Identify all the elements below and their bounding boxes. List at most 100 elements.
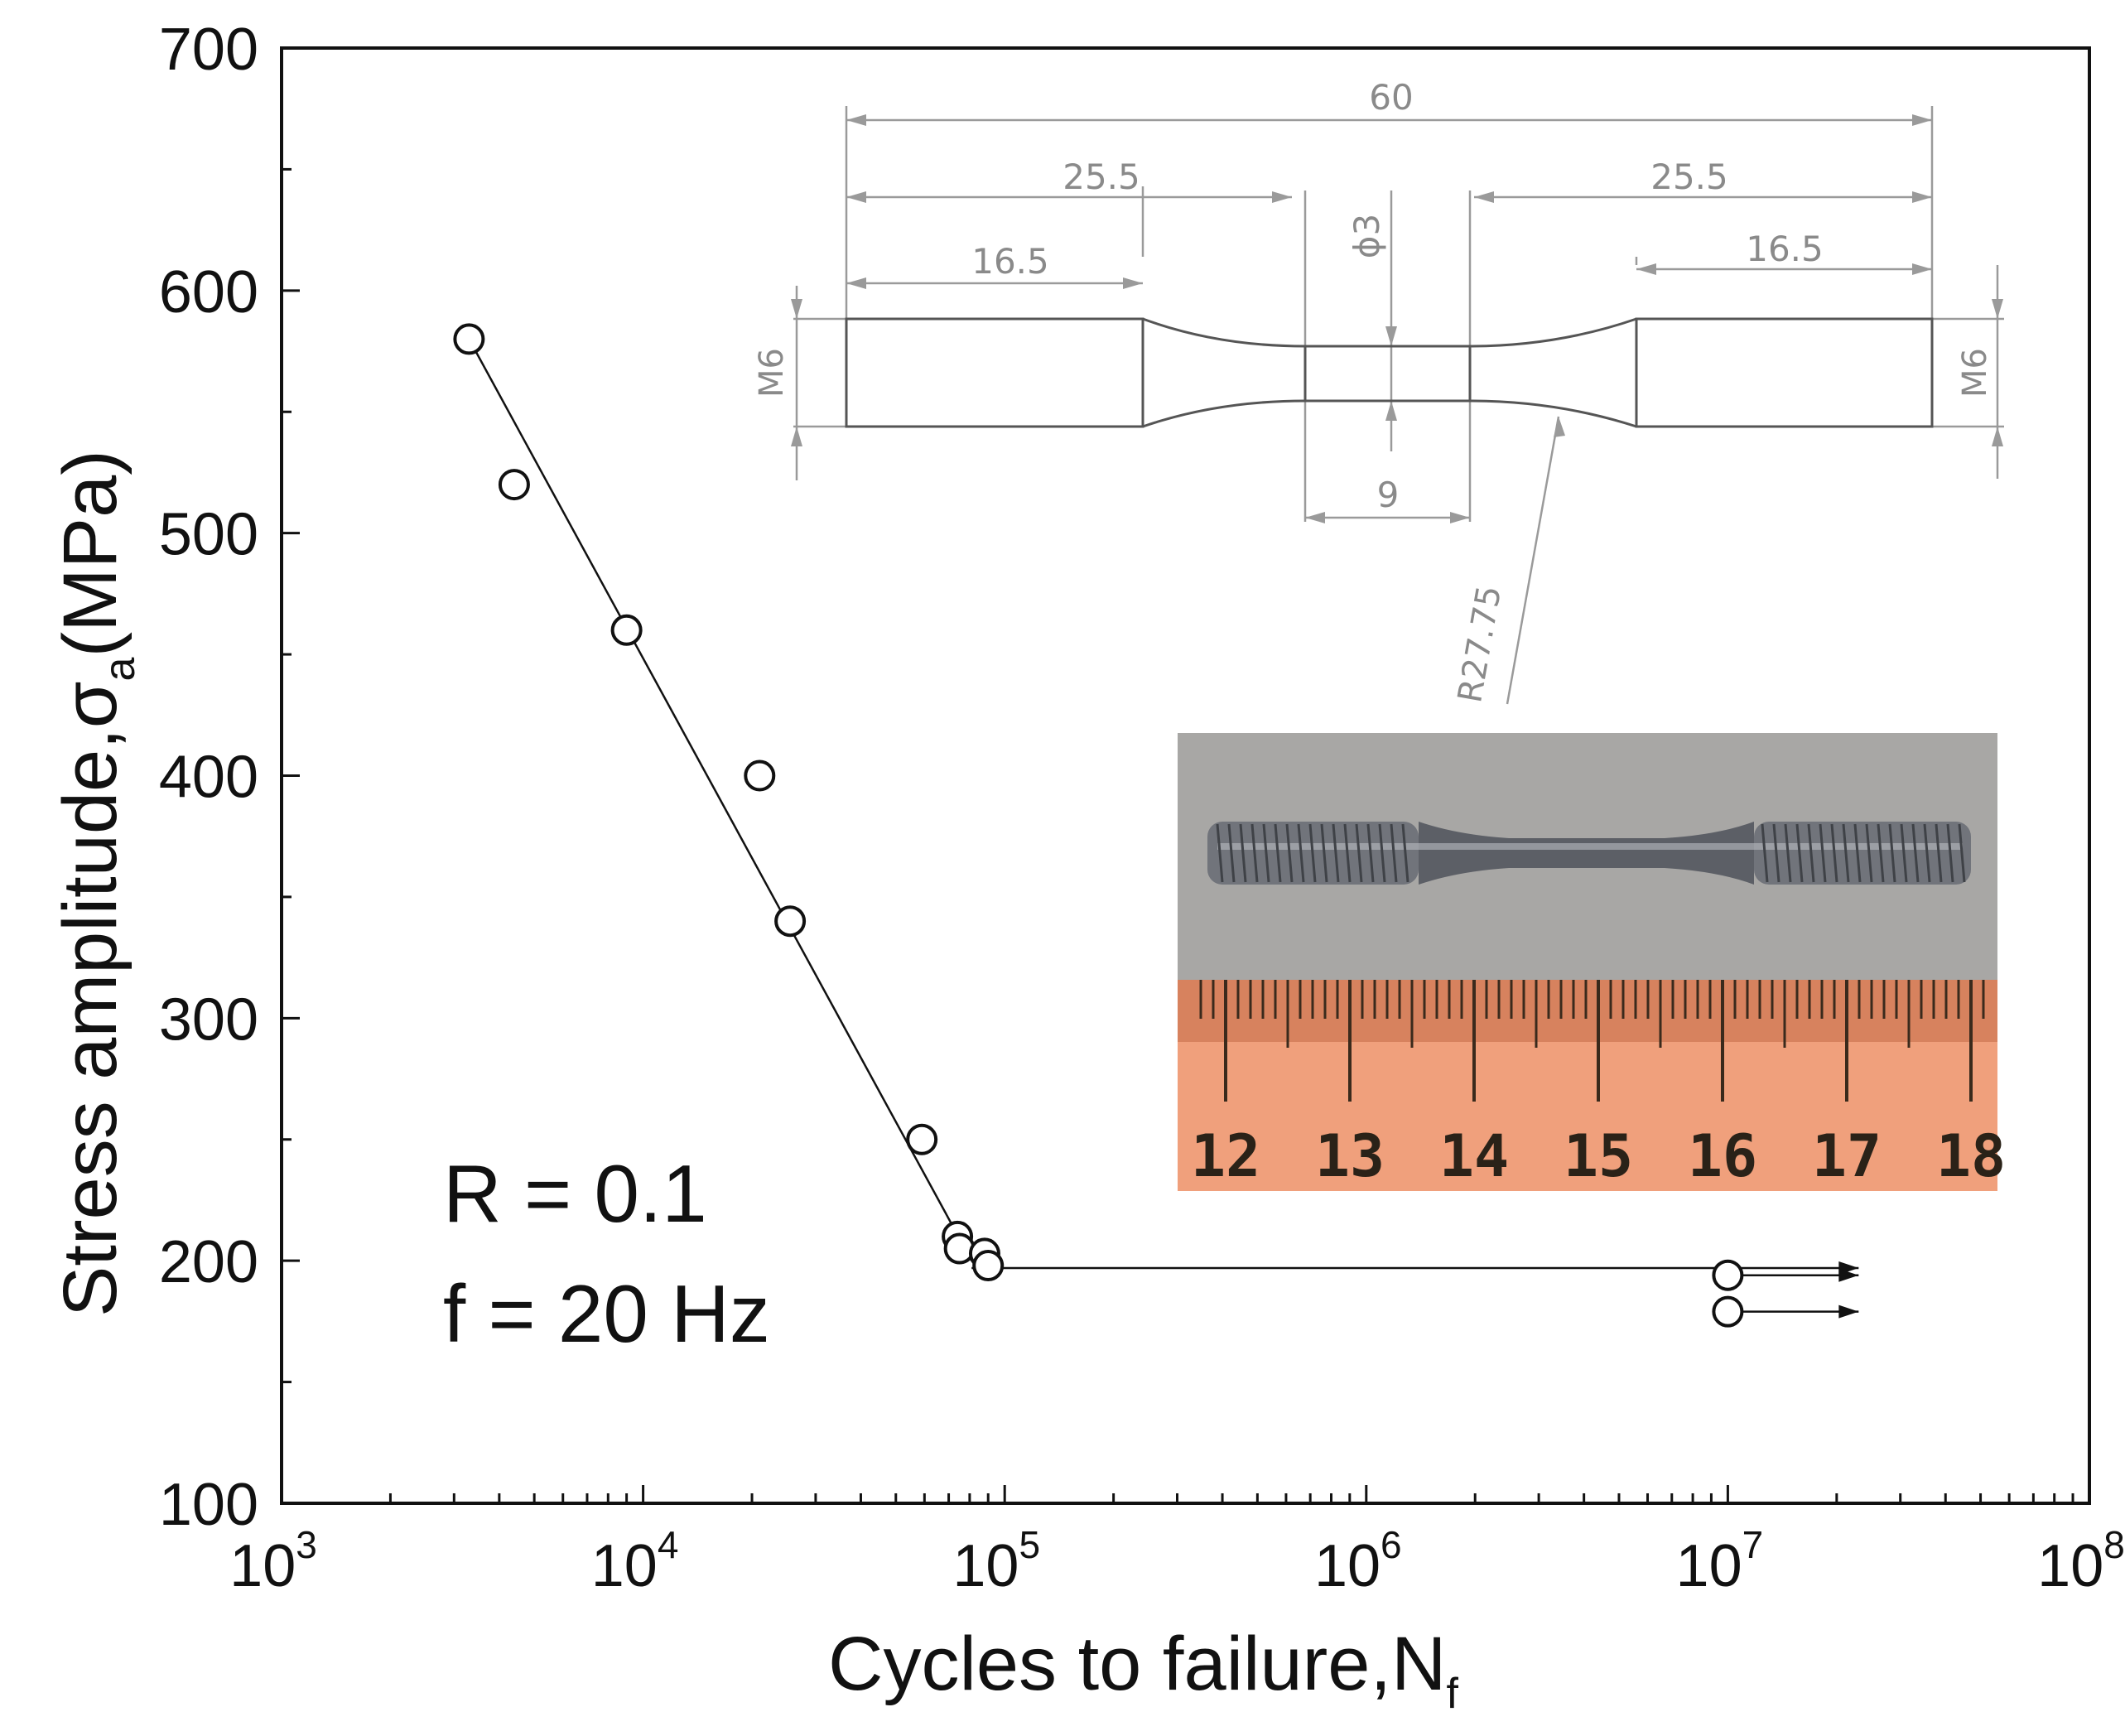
x-tick-exponent: 4	[658, 1523, 679, 1566]
runout-arrowhead	[1838, 1304, 1859, 1319]
thread-line	[1761, 823, 1769, 883]
data-points	[453, 323, 1744, 1328]
data-point	[498, 469, 530, 501]
dim-right-grip: 16.5	[1746, 229, 1824, 269]
thread-line	[1320, 823, 1328, 883]
y-axis-label: Stress amplitude,σa(MPa)	[48, 450, 144, 1317]
dim-arrows	[791, 114, 2003, 523]
annotation-r-ratio: R = 0.1	[443, 1148, 707, 1239]
thread-line	[1923, 823, 1931, 883]
x-tick-label: 103	[229, 1523, 317, 1599]
y-tick-label: 600	[159, 259, 258, 326]
x-tick-exponent: 6	[1381, 1523, 1402, 1566]
thread-line	[1285, 823, 1294, 883]
specimen-photo: 12 13 14 15 16 17 18	[1178, 733, 2006, 1191]
ruler-label: 13	[1315, 1122, 1385, 1190]
y-tick-label: 200	[159, 1229, 258, 1295]
thread-line	[1900, 823, 1908, 883]
dim-thread-right: M6	[1956, 348, 1994, 398]
specimen-drawing	[791, 106, 2004, 705]
thread-line	[1216, 823, 1224, 883]
thread-line	[1784, 823, 1792, 883]
thread-line	[1297, 823, 1305, 883]
specimen-bar-image	[1207, 822, 1971, 885]
thread-pattern	[1216, 823, 1966, 883]
thread-line	[1250, 823, 1259, 883]
specimen-dimension-labels: 60 25.5 25.5 16.5 16.5 9 ϕ3 M6 M6 R27.75	[753, 77, 1994, 706]
thread-line	[1935, 823, 1943, 883]
x-tick-label: 104	[591, 1523, 679, 1599]
x-tick-base: 10	[2037, 1533, 2103, 1599]
y-axis-label-unit: (MPa)	[48, 450, 133, 657]
x-tick-base: 10	[1676, 1533, 1742, 1599]
thread-line	[1262, 823, 1270, 883]
leader-fillet-radius	[1506, 416, 1560, 705]
x-tick-base: 10	[1314, 1533, 1381, 1599]
thread-line	[1274, 823, 1282, 883]
thread-line	[1830, 823, 1838, 883]
thread-line	[1366, 823, 1375, 883]
thread-line	[1227, 823, 1236, 883]
ruler-ticks	[1199, 980, 1985, 1102]
thread-line	[1807, 823, 1815, 883]
dim-left-section: 25.5	[1062, 157, 1140, 197]
dim-gauge-diameter: ϕ3	[1347, 214, 1387, 258]
thread-line	[1401, 823, 1409, 883]
y-tick-label: 400	[159, 745, 258, 811]
y-axis-label-subscript: a	[96, 657, 144, 681]
thread-line	[1332, 823, 1340, 883]
y-tick-label: 300	[159, 986, 258, 1053]
data-point	[453, 323, 485, 355]
runout-arrowhead	[1838, 1268, 1859, 1282]
x-tick-label: 107	[1676, 1523, 1764, 1599]
thread-line	[1239, 823, 1247, 883]
left-grip-outline	[845, 317, 1144, 428]
x-tick-exponent: 7	[1742, 1523, 1764, 1566]
specimen-shank	[1419, 822, 1754, 885]
gauge-outline	[1303, 345, 1472, 403]
dim-fillet-radius: R27.75	[1451, 583, 1509, 706]
thread-line	[1390, 823, 1398, 883]
thread-line	[1343, 823, 1352, 883]
thread-line	[1877, 823, 1885, 883]
x-axis-label-main: Cycles to failure,N	[828, 1622, 1446, 1706]
ruler-label: 15	[1564, 1122, 1633, 1190]
y-axis-tick-labels: 100 200 300 400 500 600 700	[159, 17, 258, 1538]
data-point	[1712, 1259, 1744, 1291]
thread-line	[1819, 823, 1827, 883]
dim-left-grip: 16.5	[971, 241, 1049, 282]
x-tick-label: 105	[952, 1523, 1040, 1599]
dim-right-section: 25.5	[1650, 157, 1728, 197]
data-point	[943, 1232, 976, 1265]
x-tick-base: 10	[229, 1533, 296, 1599]
thread-line	[1772, 823, 1780, 883]
thread-line	[1378, 823, 1386, 883]
x-tick-base: 10	[952, 1533, 1019, 1599]
data-point	[610, 614, 643, 646]
thread-line	[1911, 823, 1920, 883]
data-point	[972, 1250, 1005, 1282]
dim-gauge-length: 9	[1377, 475, 1400, 515]
y-tick-label: 100	[159, 1472, 258, 1538]
y-tick-label: 500	[159, 502, 258, 568]
dim-thread-left: M6	[753, 348, 791, 398]
ruler-label: 14	[1439, 1122, 1509, 1190]
x-tick-exponent: 3	[296, 1523, 317, 1566]
thread-line	[1853, 823, 1862, 883]
specimen-highlight	[1217, 843, 1963, 850]
left-fillet-top	[1142, 317, 1306, 348]
specimen-outline	[845, 317, 1934, 428]
annotation-frequency: f = 20 Hz	[443, 1268, 770, 1359]
data-point	[744, 760, 776, 792]
x-axis-tick-labels: 103 104 105 106 107 108	[229, 1523, 2125, 1599]
ruler-band	[1178, 980, 1997, 1042]
x-tick-label: 108	[2037, 1523, 2125, 1599]
left-fillet-bottom	[1142, 399, 1306, 428]
right-fillet-bottom	[1469, 399, 1637, 428]
thread-line	[1308, 823, 1317, 883]
thread-line	[1842, 823, 1850, 883]
right-grip-outline	[1635, 317, 1934, 428]
ruler-label: 18	[1936, 1122, 2006, 1190]
data-point	[774, 905, 807, 938]
